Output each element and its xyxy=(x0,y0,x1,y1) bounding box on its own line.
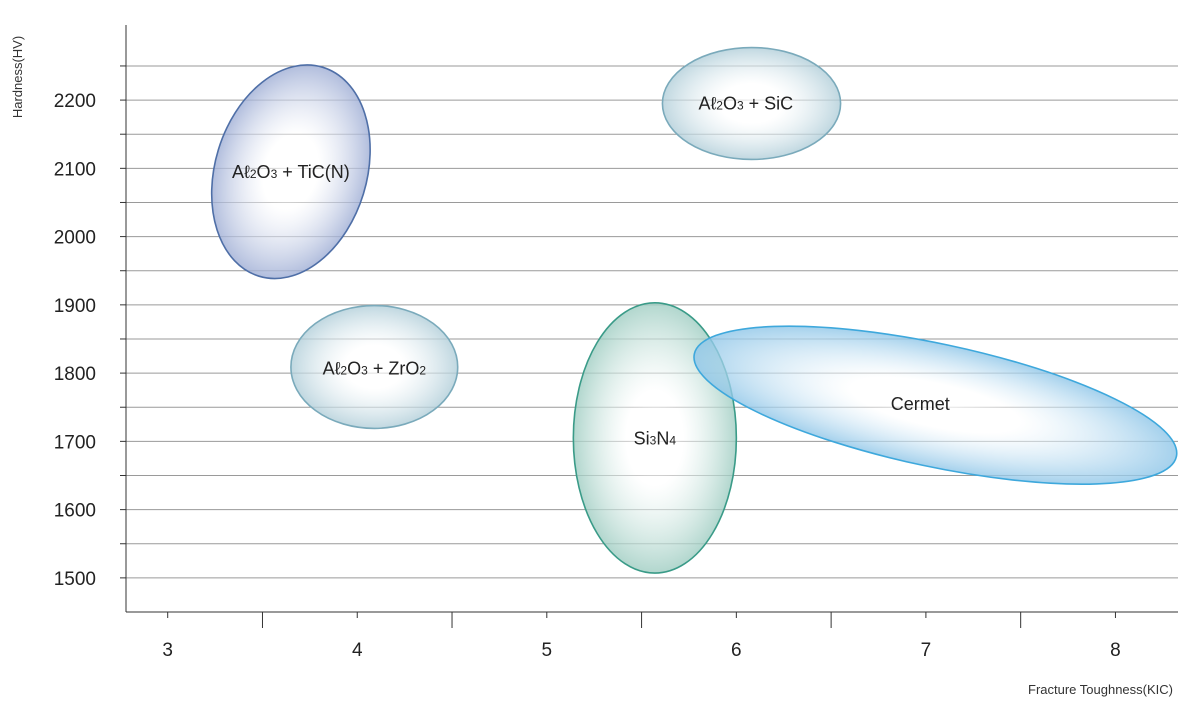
y-tick-label: 1800 xyxy=(54,364,96,385)
x-tick-label: 5 xyxy=(542,640,553,661)
x-tick-label: 7 xyxy=(921,640,932,661)
y-axis-title: Hardness(HV) xyxy=(10,36,25,118)
region-label-al2o3-tic-n: Aℓ2O3 + TiC(N) xyxy=(232,162,350,182)
y-tick-label: 2200 xyxy=(54,91,96,112)
x-tick-label: 4 xyxy=(352,640,363,661)
y-tick-label: 2100 xyxy=(54,159,96,180)
axes: 1500 1600 1700 1800 1900 2000 2100 2200 3 4 5 6 7 8 xyxy=(54,25,1178,661)
y-tick-label: 1500 xyxy=(54,569,96,590)
y-tick-label: 1900 xyxy=(54,296,96,317)
y-tick-label: 1600 xyxy=(54,501,96,522)
x-axis-title: Fracture Toughness(KIC) xyxy=(1028,682,1173,697)
region-al2o3-zro2 xyxy=(290,304,459,430)
x-tick-label: 3 xyxy=(162,640,173,661)
region-si3n4 xyxy=(572,302,738,574)
y-tick-label: 2000 xyxy=(54,228,96,249)
region-labels: Aℓ2O3 + TiC(N) Aℓ2O3 + SiC Aℓ2O3 + ZrO2 Si3… xyxy=(232,93,950,448)
x-tick-label: 6 xyxy=(731,640,742,661)
region-label-al2o3-sic: Aℓ2O3 + SiC xyxy=(698,93,793,113)
region-cermet xyxy=(693,325,1178,485)
x-tick-label: 8 xyxy=(1110,640,1121,661)
regions xyxy=(210,46,1178,574)
region-label-si3n4: Si3N4 xyxy=(634,429,677,449)
region-al2o3-sic xyxy=(661,46,842,161)
y-tick-label: 1700 xyxy=(54,432,96,453)
region-label-al2o3-zro2: Aℓ2O3 + ZrO2 xyxy=(323,358,427,378)
region-label-cermet: Cermet xyxy=(891,394,950,414)
region-al2o3-tic-n xyxy=(210,64,371,280)
